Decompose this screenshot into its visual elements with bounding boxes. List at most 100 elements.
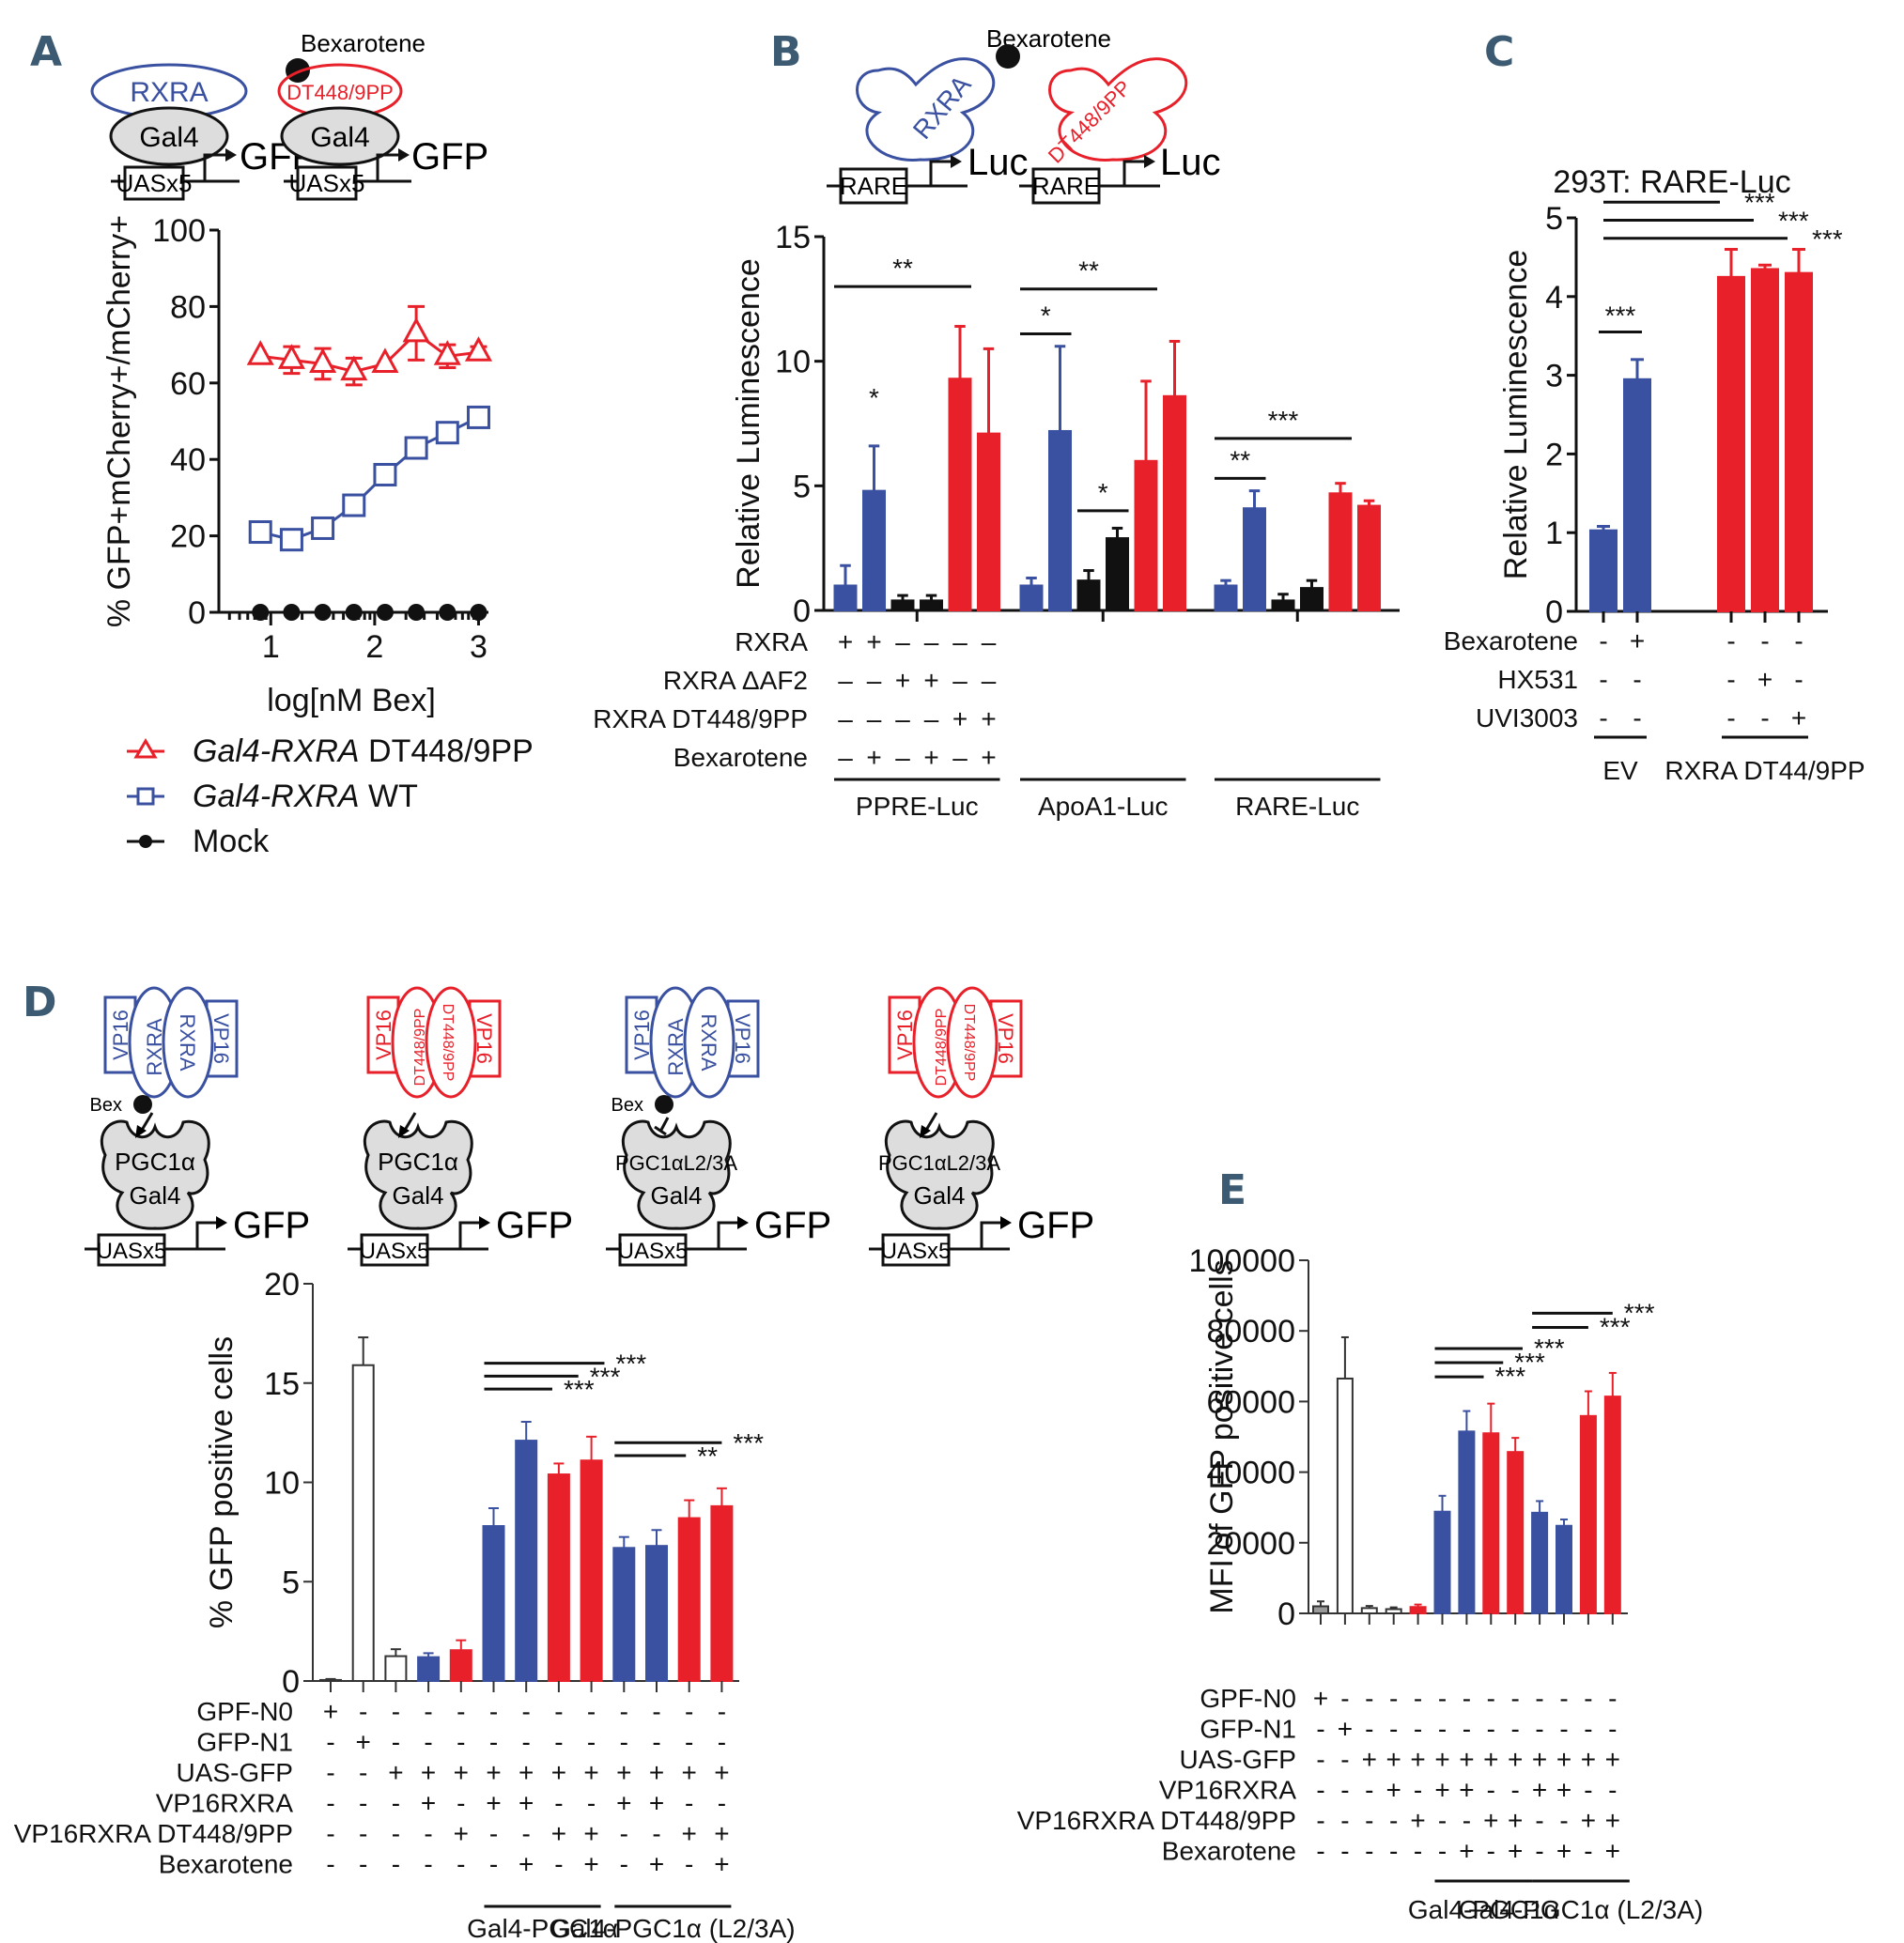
bar [833, 584, 858, 612]
receptor-label: DT448/9PP [961, 1004, 977, 1082]
arrow-head-icon [479, 1216, 490, 1229]
condition-sign: - [424, 1819, 432, 1848]
arrow-head-icon [135, 1125, 147, 1138]
condition-sign: - [326, 1789, 334, 1818]
data-point-circle [314, 604, 332, 621]
pgc1a-gal4-icon [100, 1119, 210, 1230]
panel-label-b: B [770, 28, 802, 76]
condition-sign: + [1508, 1745, 1523, 1774]
condition-sign: + [519, 1789, 534, 1818]
condition-sign: + [388, 1758, 403, 1787]
condition-sign: - [652, 1819, 660, 1848]
condition-sign: + [616, 1758, 631, 1787]
data-point-circle [376, 604, 394, 621]
bar [319, 1678, 342, 1683]
bexarotene-ligand-icon [133, 1095, 152, 1114]
transcription-arrow-icon [195, 1221, 216, 1249]
condition-sign: – [867, 666, 882, 695]
nuclear-receptor-icon [162, 986, 214, 1099]
y-tick-label: 0 [188, 595, 206, 631]
transcription-arrow-icon [376, 153, 398, 181]
data-point-triangle [371, 347, 399, 373]
legend-marker [133, 738, 158, 759]
y-tick-label: 5 [282, 1565, 300, 1600]
transcription-arrow-icon [458, 1221, 479, 1249]
y-tick-label: 15 [775, 220, 811, 255]
y-axis-title: MFI of GFP positive cells [1204, 1259, 1240, 1613]
condition-sign: + [519, 1758, 534, 1787]
mutant-label: DT448/9PP [286, 81, 394, 104]
condition-label: HX531 [1497, 665, 1578, 694]
bar [710, 1504, 734, 1682]
condition-sign: + [1410, 1745, 1425, 1774]
condition-sign: - [1599, 665, 1607, 694]
condition-sign: + [649, 1789, 664, 1818]
condition-sign: - [718, 1789, 726, 1818]
condition-sign: - [1389, 1715, 1398, 1744]
condition-sign: - [359, 1758, 367, 1787]
bar [1589, 529, 1618, 612]
significance-label: * [1041, 301, 1051, 330]
condition-sign: - [1340, 1806, 1349, 1835]
condition-sign: - [457, 1697, 465, 1726]
condition-sign: + [1556, 1776, 1571, 1805]
condition-sign: + [866, 627, 881, 656]
condition-sign: + [323, 1697, 338, 1726]
diagram-b: Bexarotene RXRA RARE Luc DT448/9PP RARE … [827, 24, 1221, 205]
significance-label: *** [1812, 224, 1843, 254]
promoter-box [881, 1233, 951, 1267]
condition-sign: - [1463, 1684, 1471, 1713]
y-tick-label: 100000 [1189, 1243, 1295, 1279]
condition-sign: + [1338, 1715, 1353, 1744]
promoter-box [296, 165, 358, 201]
data-point-square [342, 493, 366, 517]
condition-label: GPF-N0 [1200, 1684, 1296, 1713]
ligand-label: Bexarotene [301, 29, 426, 57]
significance-label: *** [564, 1375, 595, 1404]
condition-sign: - [1535, 1806, 1543, 1835]
arrow-head-icon [398, 1125, 410, 1138]
bar [1134, 459, 1158, 611]
condition-sign: - [1726, 665, 1735, 694]
pgc1a-gal4-icon [363, 1119, 473, 1230]
y-tick-label: 20000 [1206, 1526, 1295, 1562]
condition-sign: + [1556, 1837, 1571, 1866]
condition-sign: + [1605, 1745, 1620, 1774]
arrow-head-icon [737, 1216, 749, 1229]
condition-sign: + [583, 1819, 598, 1848]
condition-sign: - [424, 1728, 432, 1757]
y-tick-label: 20 [264, 1267, 300, 1303]
condition-sign: - [685, 1728, 693, 1757]
condition-sign: – [895, 704, 910, 733]
data-point-circle [408, 604, 426, 621]
condition-sign: - [1535, 1837, 1543, 1866]
condition-sign: + [1605, 1806, 1620, 1835]
condition-sign: + [923, 743, 938, 772]
y-tick-label: 2 [1545, 437, 1563, 472]
bar [1271, 599, 1295, 611]
y-tick-label: 60000 [1206, 1384, 1295, 1420]
significance-label: *** [1514, 1348, 1545, 1377]
condition-sign: + [981, 704, 996, 733]
condition-sign: - [1340, 1745, 1349, 1774]
diagram-a: Bexarotene RXRA Gal4 UASx5 GFP DT448/9PP… [90, 29, 488, 201]
condition-sign: - [1316, 1837, 1324, 1866]
condition-sign: - [326, 1728, 334, 1757]
condition-sign: - [424, 1697, 432, 1726]
bar [1312, 1605, 1329, 1614]
group-label: Gal4-PGC1α (L2/3A) [1459, 1895, 1704, 1924]
condition-sign: + [866, 743, 881, 772]
bar [580, 1459, 603, 1682]
panel-label-a: A [30, 28, 62, 76]
bar [515, 1440, 538, 1682]
data-point-circle [283, 604, 301, 621]
data-point-triangle [309, 347, 337, 373]
condition-sign: + [1508, 1806, 1523, 1835]
data-point-square [466, 405, 490, 429]
condition-sign: - [1794, 665, 1803, 694]
y-tick-label: 0 [1277, 1596, 1295, 1632]
condition-sign: - [1463, 1715, 1471, 1744]
pgc1a-label: PGC1α [378, 1148, 458, 1176]
